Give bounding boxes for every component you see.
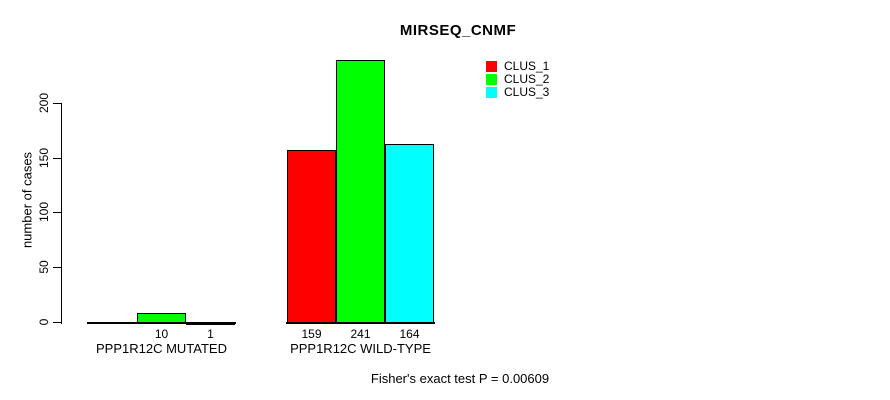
bar-value-label: 159 <box>301 327 322 341</box>
y-tick-label: 0 <box>37 318 51 326</box>
bar-value-label: 10 <box>154 327 169 341</box>
y-tick <box>53 267 61 268</box>
legend-item-label: CLUS_2 <box>504 72 550 86</box>
legend-item-label: CLUS_1 <box>504 59 550 73</box>
y-axis-label: number of cases <box>19 151 35 249</box>
legend-swatch <box>486 87 497 98</box>
chart-title: MIRSEQ_CNMF <box>399 22 517 39</box>
bar-value-label: 1 <box>207 327 214 341</box>
legend-swatch <box>486 61 497 72</box>
y-tick <box>53 322 61 323</box>
legend-item: CLUS_2 <box>486 73 549 86</box>
y-tick <box>53 212 61 213</box>
bar-value-label: 241 <box>350 327 371 341</box>
y-axis-line <box>61 103 62 324</box>
bar <box>287 150 336 324</box>
y-tick-label: 50 <box>37 260 51 274</box>
y-tick-label: 200 <box>37 92 51 114</box>
legend-swatch <box>486 74 497 85</box>
legend-item: CLUS_1 <box>486 60 549 73</box>
group-baseline <box>286 322 435 324</box>
y-tick-label: 100 <box>37 201 51 223</box>
y-tick <box>53 103 61 104</box>
legend-item-label: CLUS_3 <box>504 85 550 99</box>
legend-item: CLUS_3 <box>486 86 549 99</box>
legend: CLUS_1 CLUS_2 CLUS_3 <box>486 60 549 99</box>
bar-value-label: 164 <box>399 327 420 341</box>
group-label: PPP1R12C WILD-TYPE <box>290 341 431 356</box>
bar <box>385 144 434 324</box>
group-baseline <box>87 322 236 324</box>
y-tick-label: 150 <box>37 147 51 169</box>
y-tick <box>53 158 61 159</box>
bar <box>336 60 385 324</box>
group-label: PPP1R12C MUTATED <box>96 341 227 356</box>
footer-annotation: Fisher's exact test P = 0.00609 <box>370 371 550 386</box>
